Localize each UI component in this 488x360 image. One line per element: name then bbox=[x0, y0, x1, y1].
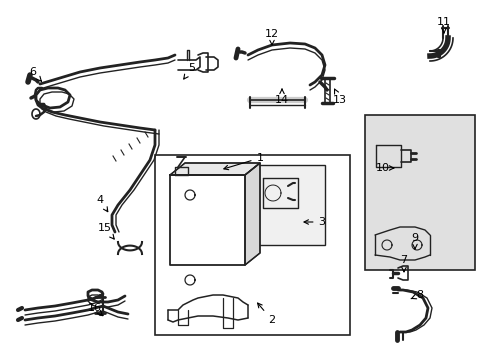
Bar bbox=[364, 115, 474, 270]
Bar bbox=[254, 165, 325, 245]
Text: 5: 5 bbox=[183, 63, 195, 79]
Text: 14: 14 bbox=[274, 89, 288, 105]
Text: 3: 3 bbox=[304, 217, 325, 227]
Text: 4: 4 bbox=[96, 195, 107, 212]
Text: 10: 10 bbox=[375, 163, 393, 173]
Text: 1: 1 bbox=[224, 153, 263, 170]
Bar bbox=[155, 155, 349, 335]
Text: 16: 16 bbox=[88, 303, 102, 316]
Text: 11: 11 bbox=[436, 17, 450, 33]
Text: 9: 9 bbox=[410, 233, 418, 249]
Text: 15: 15 bbox=[98, 223, 114, 239]
Polygon shape bbox=[170, 163, 260, 175]
Text: 6: 6 bbox=[29, 67, 41, 81]
Text: 12: 12 bbox=[264, 29, 279, 45]
Text: 7: 7 bbox=[400, 255, 407, 272]
Polygon shape bbox=[244, 163, 260, 265]
Text: 8: 8 bbox=[410, 290, 423, 300]
Text: 13: 13 bbox=[332, 89, 346, 105]
Text: 2: 2 bbox=[257, 303, 275, 325]
